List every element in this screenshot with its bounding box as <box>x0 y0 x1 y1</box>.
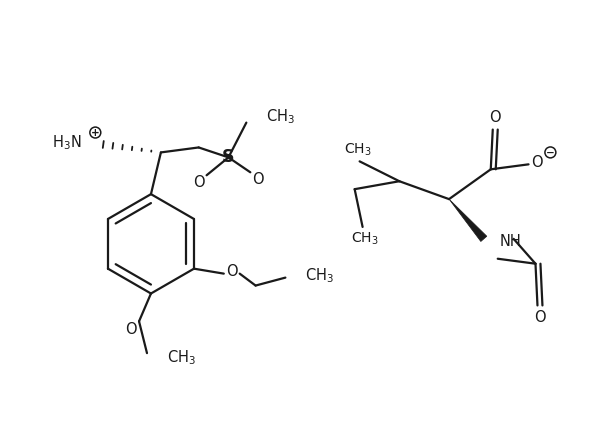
Text: CH$_3$: CH$_3$ <box>266 107 295 126</box>
Text: O: O <box>489 110 500 125</box>
Text: H$_3$N: H$_3$N <box>52 133 82 152</box>
Text: O: O <box>253 172 264 187</box>
Text: −: − <box>546 148 555 158</box>
Text: NH: NH <box>500 234 521 250</box>
Text: CH$_3$: CH$_3$ <box>344 141 371 158</box>
Text: S: S <box>222 148 235 166</box>
Text: O: O <box>533 310 545 325</box>
Text: CH$_3$: CH$_3$ <box>351 230 379 247</box>
Text: CH$_3$: CH$_3$ <box>167 349 196 368</box>
Text: O: O <box>125 322 137 337</box>
Text: O: O <box>193 175 205 190</box>
Text: CH$_3$: CH$_3$ <box>305 266 334 285</box>
Text: +: + <box>91 128 100 138</box>
Text: O: O <box>530 155 542 170</box>
Polygon shape <box>449 199 487 241</box>
Text: O: O <box>226 264 238 279</box>
